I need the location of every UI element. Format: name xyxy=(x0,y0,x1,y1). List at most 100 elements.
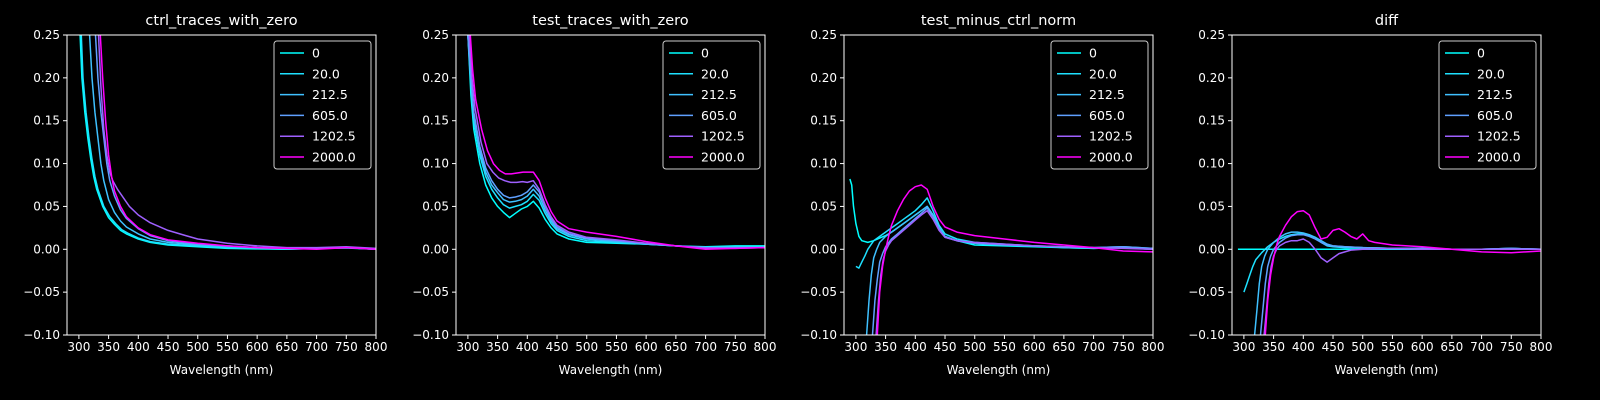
x-tick-label: 400 xyxy=(904,340,927,354)
legend-label: 0 xyxy=(701,46,709,61)
x-tick-label: 350 xyxy=(874,340,897,354)
y-tick-label: 0.05 xyxy=(422,199,449,213)
series-line-3 xyxy=(467,35,765,249)
legend-label: 20.0 xyxy=(701,66,729,81)
x-tick-label: 350 xyxy=(486,340,509,354)
legend-label: 0 xyxy=(312,46,320,61)
y-tick-label: 0.15 xyxy=(33,114,60,128)
chart-title: test_minus_ctrl_norm xyxy=(921,13,1076,29)
x-tick-label: 300 xyxy=(456,340,479,354)
y-tick-label: 0.05 xyxy=(33,199,60,213)
legend-label: 212.5 xyxy=(312,87,348,102)
x-tick-label: 700 xyxy=(1082,340,1105,354)
x-tick-label: 350 xyxy=(1262,340,1285,354)
legend-box xyxy=(273,40,372,170)
y-tick-label: 0.25 xyxy=(810,28,837,42)
x-tick-label: 800 xyxy=(365,340,388,354)
legend-box xyxy=(662,40,761,170)
y-tick-label: 0.25 xyxy=(422,28,449,42)
legend-label: 2000.0 xyxy=(701,150,745,165)
legend-label: 605.0 xyxy=(701,108,737,123)
legend-label: 1202.5 xyxy=(1089,129,1133,144)
y-tick-label: 0.15 xyxy=(422,114,449,128)
y-tick-label: −0.10 xyxy=(23,328,60,342)
series-line-5 xyxy=(875,209,1153,335)
x-axis-label: Wavelength (nm) xyxy=(947,363,1051,377)
axes-frame xyxy=(455,34,766,336)
chart-title: ctrl_traces_with_zero xyxy=(145,13,297,29)
x-tick-label: 550 xyxy=(1381,340,1404,354)
series-line-6 xyxy=(99,35,376,251)
legend: 0 20.0 212.5 605.0 1202.5 2000.0 xyxy=(273,40,372,170)
x-tick-label: 650 xyxy=(664,340,687,354)
x-tick-label: 800 xyxy=(754,340,777,354)
y-tick-label: −0.05 xyxy=(412,285,449,299)
x-tick-label: 600 xyxy=(246,340,269,354)
x-tick-label: 550 xyxy=(993,340,1016,354)
legend-label: 20.0 xyxy=(312,66,340,81)
legend-box xyxy=(1050,40,1149,170)
y-tick-label: 0.00 xyxy=(33,242,60,256)
legend-label: 0 xyxy=(1089,46,1097,61)
chart-panel-4: 300 350 400 450 500 550 600 650 700 750 800 −0.10 −0… xyxy=(1188,13,1552,377)
x-tick-label: 450 xyxy=(157,340,180,354)
legend-label: 0 xyxy=(1477,46,1485,61)
x-tick-label: 800 xyxy=(1530,340,1553,354)
chart-title: test_traces_with_zero xyxy=(532,13,689,29)
y-tick-label: 0.20 xyxy=(810,71,837,85)
x-tick-label: 700 xyxy=(1470,340,1493,354)
x-tick-label: 450 xyxy=(934,340,957,354)
y-tick-label: 0.05 xyxy=(810,199,837,213)
series-line-6 xyxy=(876,184,1153,335)
x-tick-label: 550 xyxy=(605,340,628,354)
x-axis-label: Wavelength (nm) xyxy=(1335,363,1439,377)
axes-frame xyxy=(1231,34,1542,336)
legend-label: 1202.5 xyxy=(312,129,356,144)
y-tick-label: −0.10 xyxy=(1188,328,1225,342)
legend: 0 20.0 212.5 605.0 1202.5 2000.0 xyxy=(1050,40,1149,170)
legend-label: 605.0 xyxy=(1089,108,1125,123)
x-tick-label: 650 xyxy=(1440,340,1463,354)
y-tick-label: 0.05 xyxy=(1198,199,1225,213)
x-tick-label: 750 xyxy=(724,340,747,354)
x-tick-label: 600 xyxy=(1023,340,1046,354)
series-line-5 xyxy=(1263,238,1541,335)
axes-frame xyxy=(843,34,1154,336)
series-line-4 xyxy=(871,207,1153,335)
legend-label: 20.0 xyxy=(1477,66,1505,81)
legend-label: 605.0 xyxy=(1477,108,1513,123)
legend-label: 20.0 xyxy=(1089,66,1117,81)
x-tick-label: 550 xyxy=(216,340,239,354)
legend-label: 2000.0 xyxy=(1089,150,1133,165)
x-tick-label: 300 xyxy=(1232,340,1255,354)
x-tick-label: 350 xyxy=(97,340,120,354)
chart-panel-1: 300 350 400 450 500 550 600 650 700 750 800 −0.10 −0… xyxy=(23,13,387,377)
series-line-5 xyxy=(97,35,376,250)
series-group xyxy=(467,35,765,251)
legend-box xyxy=(1438,40,1537,170)
y-tick-label: −0.05 xyxy=(23,285,60,299)
x-tick-label: 450 xyxy=(1322,340,1345,354)
y-tick-label: 0.10 xyxy=(810,157,837,171)
legend-label: 212.5 xyxy=(701,87,737,102)
legend-label: 1202.5 xyxy=(701,129,745,144)
x-tick-label: 500 xyxy=(186,340,209,354)
legend-label: 1202.5 xyxy=(1477,129,1521,144)
y-tick-label: 0.25 xyxy=(1198,28,1225,42)
y-tick-label: 0.00 xyxy=(810,242,837,256)
x-tick-label: 300 xyxy=(844,340,867,354)
series-line-4 xyxy=(1259,233,1541,335)
x-tick-label: 450 xyxy=(546,340,569,354)
x-tick-label: 600 xyxy=(635,340,658,354)
series-group xyxy=(1237,209,1541,335)
x-axis-label: Wavelength (nm) xyxy=(170,363,274,377)
y-tick-label: 0.10 xyxy=(33,157,60,171)
chart-title: diff xyxy=(1375,13,1399,29)
y-tick-label: 0.00 xyxy=(422,242,449,256)
legend: 0 20.0 212.5 605.0 1202.5 2000.0 xyxy=(662,40,761,170)
x-axis-label: Wavelength (nm) xyxy=(559,363,663,377)
series-line-3 xyxy=(1253,231,1541,335)
legend-label: 2000.0 xyxy=(312,150,356,165)
series-line-5 xyxy=(468,35,765,250)
